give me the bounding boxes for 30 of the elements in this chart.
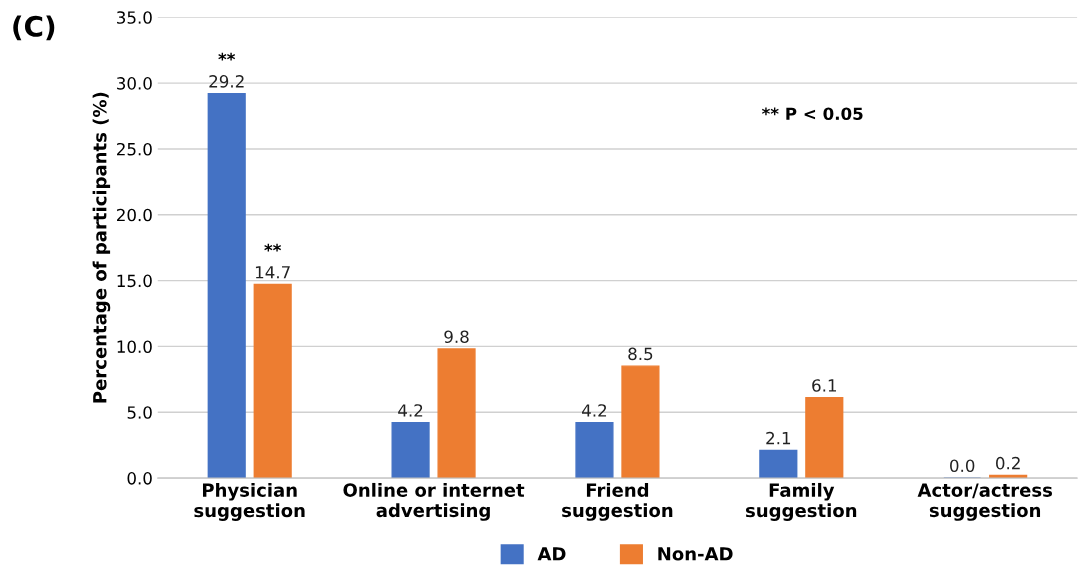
annotation: ** xyxy=(218,52,236,61)
data-label: 0.0 xyxy=(950,459,975,473)
y-tick-label: 10.0 xyxy=(117,340,152,353)
y-axis-title: Percentage of participants (%) xyxy=(92,92,111,403)
data-label: 4.2 xyxy=(582,404,607,417)
data-label: 6.1 xyxy=(812,379,837,392)
x-tick-label: Family suggestion xyxy=(745,482,857,521)
data-label: 9.8 xyxy=(444,330,469,344)
y-tick-label: 15.0 xyxy=(117,274,152,288)
data-label: 8.5 xyxy=(628,347,653,361)
x-tick-label: Physician suggestion xyxy=(194,482,305,521)
data-label: 2.1 xyxy=(766,431,791,445)
data-label: 14.7 xyxy=(255,266,290,279)
text: (C) xyxy=(13,15,55,41)
y-tick-label: 35.0 xyxy=(117,11,152,24)
legend-label: Non-AD xyxy=(658,547,733,561)
x-tick-label: Actor/actress suggestion xyxy=(917,483,1053,521)
legend-label: AD xyxy=(537,547,566,561)
y-tick-label: 5.0 xyxy=(127,406,152,419)
x-tick-label: Friend suggestion xyxy=(562,482,673,521)
y-tick-label: 25.0 xyxy=(117,142,152,156)
annotation: ** P < 0.05 xyxy=(761,107,863,121)
y-tick-label: 0.0 xyxy=(127,472,152,485)
data-label: 29.2 xyxy=(209,75,244,88)
annotation: ** xyxy=(264,243,282,252)
x-tick-label: Online or internet advertising xyxy=(343,482,525,521)
data-label: 0.2 xyxy=(996,456,1020,470)
data-label: 4.2 xyxy=(398,404,423,417)
y-tick-label: 30.0 xyxy=(117,77,152,90)
y-tick-label: 20.0 xyxy=(117,208,152,222)
